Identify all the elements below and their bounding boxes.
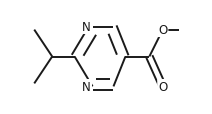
Text: N: N: [82, 21, 91, 34]
Text: O: O: [158, 24, 167, 37]
Text: N: N: [82, 80, 91, 93]
Text: O: O: [158, 80, 167, 93]
